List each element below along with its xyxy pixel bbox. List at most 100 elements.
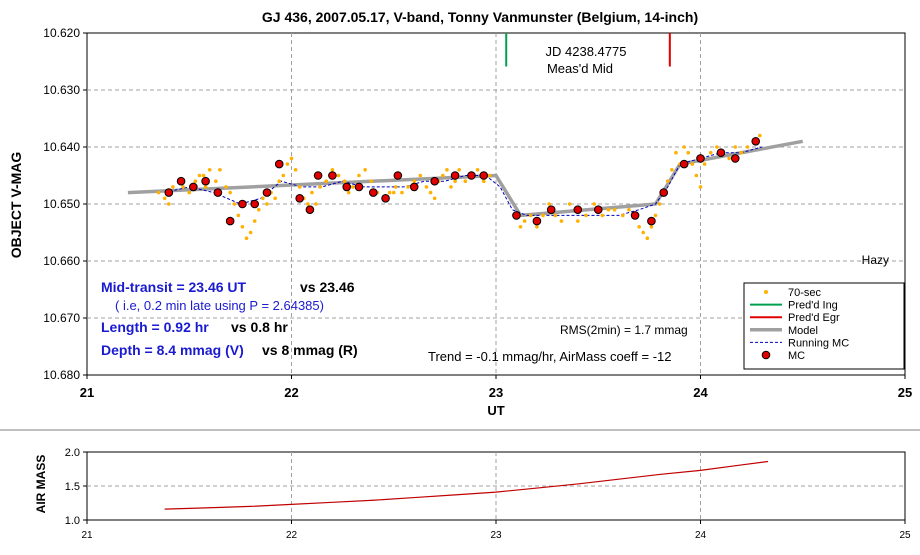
y-axis-label: OBJECT V-MAG [8, 152, 24, 259]
airmass-y-tick-label: 1.5 [65, 481, 80, 493]
point-mc [546, 205, 556, 214]
point-70sec [207, 168, 212, 172]
legend-entry-label: MC [788, 350, 805, 362]
point-70sec [342, 179, 347, 183]
point-70sec [627, 207, 631, 212]
point-70sec [236, 213, 241, 218]
depth-vs: vs 8 mmag (R) [262, 342, 358, 358]
point-mc [295, 194, 304, 203]
point-70sec [481, 179, 486, 183]
point-mc [716, 148, 726, 157]
point-70sec [281, 173, 286, 178]
point-mc [450, 171, 460, 180]
point-70sec [553, 213, 558, 218]
legend-box [743, 282, 905, 370]
point-70sec [393, 185, 398, 189]
main-y-tick-label: 10.630 [43, 83, 80, 97]
point-70sec [428, 190, 433, 195]
point-70sec [641, 230, 646, 235]
point-70sec [694, 173, 699, 178]
point-70sec [181, 185, 185, 189]
point-70sec [653, 213, 658, 218]
length-vs: vs 0.8 hr [231, 319, 288, 335]
point-70sec [240, 225, 245, 229]
point-70sec [265, 202, 269, 206]
point-70sec [310, 190, 314, 195]
point-70sec [261, 196, 265, 201]
point-mc [659, 188, 668, 197]
point-70sec [727, 156, 731, 161]
point-70sec [285, 162, 290, 166]
point-70sec [306, 202, 310, 206]
point-70sec [228, 190, 232, 195]
airmass-y-tick-label: 2.0 [65, 447, 80, 459]
hazy-annotation: Hazy [862, 253, 889, 267]
point-70sec [400, 190, 404, 195]
point-70sec [457, 168, 461, 172]
point-mc [313, 171, 323, 180]
legend-entry-label: Running MC [788, 337, 849, 349]
point-70sec [248, 230, 253, 235]
legend-entry-label: Pred'd Ing [788, 300, 838, 312]
point-mc [647, 216, 656, 226]
point-70sec [600, 213, 605, 218]
point-70sec [346, 190, 351, 195]
point-70sec [314, 202, 318, 206]
airmass-y-label: AIR MASS [34, 455, 48, 514]
airmass-x-tick-label: 21 [81, 530, 93, 541]
point-mc [354, 182, 364, 192]
point-mc [262, 188, 272, 197]
point-70sec [432, 196, 437, 201]
point-70sec [541, 213, 545, 218]
point-mc [630, 211, 640, 220]
main-y-tick-label: 10.650 [43, 197, 80, 211]
airmass-series-layer [164, 460, 769, 510]
point-mc [679, 159, 689, 169]
point-70sec [584, 213, 588, 218]
mid-transit-label: Mid-transit = 23.46 UT [101, 279, 247, 295]
point-70sec [187, 190, 192, 195]
point-70sec [277, 179, 282, 183]
point-70sec [330, 168, 335, 172]
point-70sec [475, 168, 480, 172]
point-70sec [162, 196, 167, 201]
point-70sec [518, 225, 523, 229]
point-70sec [256, 207, 261, 212]
point-70sec [167, 202, 171, 206]
trend-annotation: Trend = -0.1 mmag/hr, AirMass coeff = -1… [428, 349, 672, 364]
point-70sec [702, 162, 707, 166]
airmass-x-tick-label: 23 [490, 530, 502, 541]
point-mc [393, 171, 403, 180]
point-70sec [528, 213, 533, 218]
rms-annotation: RMS(2min) = 1.7 mmag [560, 323, 688, 337]
point-70sec [193, 179, 198, 183]
main-y-tick-label: 10.670 [43, 311, 80, 325]
point-mc [342, 182, 352, 192]
airmass-tick-labels: 21 22 23 24 25 1.0 1.5 2.0 [65, 447, 911, 541]
airmass-grid [83, 451, 906, 524]
point-70sec [232, 202, 237, 206]
point-mc [328, 171, 337, 180]
point-70sec [351, 185, 355, 189]
point-70sec [592, 202, 596, 206]
legend-entry-label: Pred'd Egr [788, 312, 840, 324]
point-70sec [201, 173, 206, 178]
point-70sec [412, 179, 417, 183]
mid-transit-vs: vs 23.46 [300, 279, 355, 295]
depth-label: Depth = 8.4 mmag (V) [101, 342, 244, 358]
point-70sec [363, 168, 367, 172]
point-mc [512, 211, 521, 220]
point-70sec [297, 185, 302, 189]
airmass-x-tick-label: 25 [899, 530, 911, 541]
point-mc [238, 199, 247, 209]
point-70sec [535, 225, 539, 229]
point-70sec [357, 173, 361, 178]
point-70sec [488, 173, 492, 178]
point-70sec [739, 150, 744, 155]
point-70sec [686, 150, 691, 155]
point-70sec [708, 150, 713, 155]
point-mc [176, 176, 186, 186]
legend-entry-label: Model [788, 325, 818, 337]
main-y-tick-label: 10.660 [43, 254, 80, 268]
